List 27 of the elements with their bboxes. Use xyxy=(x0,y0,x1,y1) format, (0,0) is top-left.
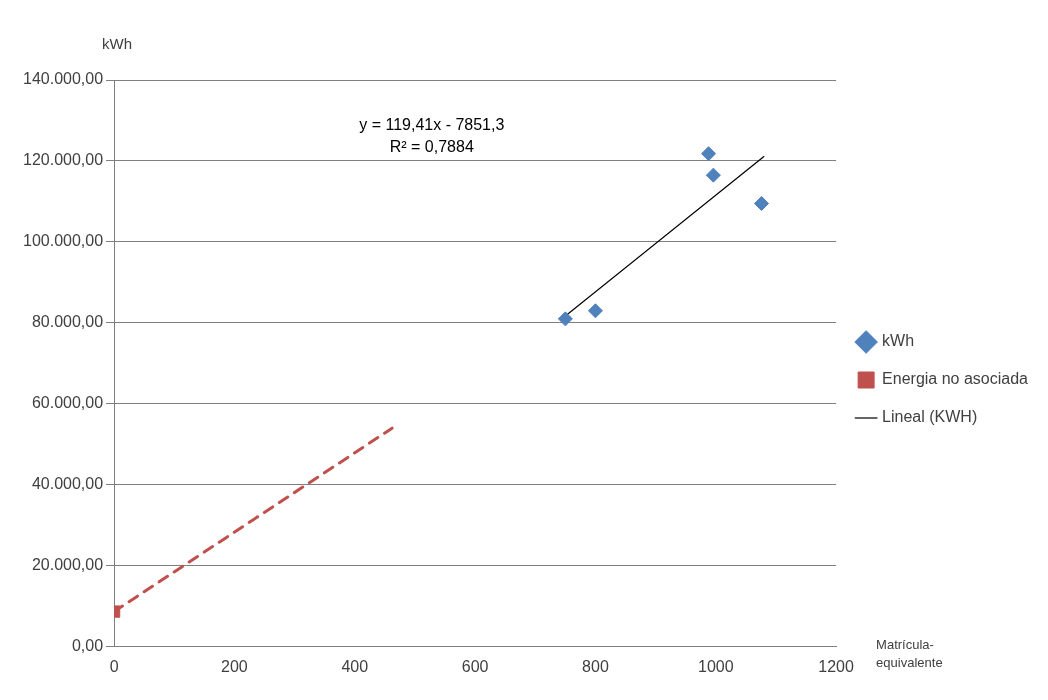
y-tick-label: 120.000,00 xyxy=(23,151,104,169)
annotation: R² = 0,7884 xyxy=(389,138,474,156)
point xyxy=(701,146,717,162)
legend-label: Lineal (KWH) xyxy=(882,408,978,426)
point xyxy=(705,167,721,183)
y-axis-title: kWh xyxy=(102,34,133,52)
legend-label: Energia no asociada xyxy=(882,370,1029,388)
x-tick-label: 400 xyxy=(341,657,369,675)
point xyxy=(557,311,573,327)
x-tick-label: 1200 xyxy=(818,657,855,675)
x-tick-label: 1000 xyxy=(697,657,734,675)
y-tick-label: 100.000,00 xyxy=(23,232,104,250)
y-tick-label: 20.000,00 xyxy=(31,556,104,574)
x-tick-label: 200 xyxy=(221,657,248,675)
y-tick-label: 40.000,00 xyxy=(31,475,104,493)
x-tick-label: 600 xyxy=(461,657,489,675)
x-tick-label: 800 xyxy=(582,657,609,675)
y-tick-label: 80.000,00 xyxy=(31,313,104,331)
x-axis-title: Matrícula-equivalente xyxy=(876,636,943,670)
legend-label: kWh xyxy=(882,332,915,350)
point xyxy=(587,303,603,319)
annotation: y = 119,41x - 7851,3 xyxy=(359,116,505,134)
y-tick-label: 0,00 xyxy=(71,637,104,655)
y-tick-label: 60.000,00 xyxy=(31,394,104,412)
x-tick-label: 0 xyxy=(109,657,119,675)
y-tick-label: 140.000,00 xyxy=(23,70,104,88)
point xyxy=(754,195,770,211)
